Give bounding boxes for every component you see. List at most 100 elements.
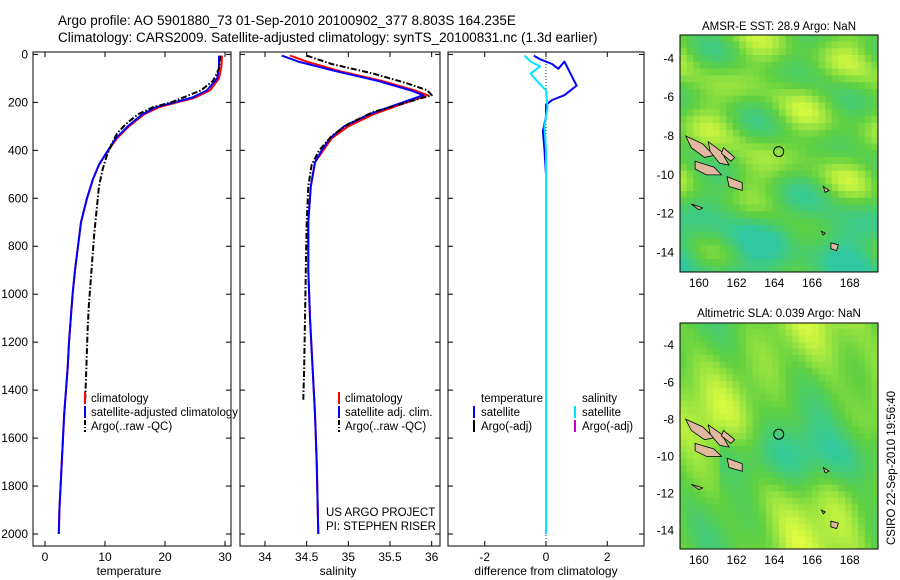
map-cell: [825, 464, 833, 472]
map-cell: [812, 393, 820, 401]
map-cell: [680, 136, 688, 144]
map-cell: [746, 129, 754, 137]
map-cell: [759, 258, 767, 266]
map-cell: [858, 458, 866, 466]
map-cell: [686, 176, 694, 185]
map-cell: [732, 451, 740, 459]
map-cell: [693, 354, 701, 362]
map-cell: [693, 438, 701, 446]
map-cell: [693, 217, 701, 225]
map-cell: [680, 170, 688, 178]
map-cell: [838, 183, 846, 191]
map-cell: [878, 122, 885, 129]
map-cell: [739, 373, 747, 381]
map-cell: [713, 244, 721, 253]
map-cell: [858, 258, 866, 266]
map-cell: [680, 386, 688, 394]
map-cell: [812, 328, 820, 336]
map-cell: [765, 529, 773, 537]
map-cell: [719, 108, 727, 117]
map-cell: [871, 136, 878, 144]
map-cell: [706, 341, 714, 349]
map-cell: [752, 68, 760, 76]
map-cell: [772, 183, 780, 191]
map-cell: [798, 74, 806, 83]
map-cell: [680, 35, 688, 42]
map-cell: [752, 451, 760, 459]
map-cell: [785, 497, 793, 505]
map-cell: [779, 335, 787, 343]
map-cell: [719, 204, 727, 212]
map-cell: [871, 490, 878, 498]
map-cell: [825, 354, 833, 362]
map-cell: [752, 464, 760, 472]
map-cell: [878, 211, 885, 218]
map-cell: [851, 190, 859, 198]
map-cell: [798, 142, 806, 151]
map-cell: [858, 47, 866, 55]
map-cell: [752, 61, 760, 69]
map-cell: [739, 95, 747, 103]
map-cell: [792, 265, 800, 272]
map-cell: [746, 425, 754, 433]
map-cell: [831, 95, 839, 103]
map-cell: [878, 163, 885, 170]
map-cell: [785, 251, 793, 259]
map-cell: [772, 490, 780, 498]
map-cell: [798, 231, 806, 239]
map-cell: [759, 542, 767, 549]
map-cell: [686, 451, 694, 459]
map-cell: [838, 197, 846, 205]
map-cell: [818, 156, 826, 164]
map-cell: [838, 516, 846, 524]
map-cell: [693, 258, 701, 266]
map-cell: [732, 497, 740, 505]
map-cell: [726, 490, 734, 498]
map-cell: [713, 95, 721, 103]
map-cell: [726, 451, 734, 459]
map-cell: [845, 122, 853, 130]
map-cell: [719, 490, 727, 498]
map-cell: [739, 490, 747, 498]
map-cell: [680, 425, 688, 433]
map-cell: [719, 523, 727, 531]
map-cell: [693, 412, 701, 420]
map-cell: [831, 170, 839, 178]
map-cell: [759, 425, 767, 433]
map-cell: [765, 40, 773, 49]
map-cell: [779, 74, 787, 83]
map-cell: [818, 484, 826, 492]
map-cell: [831, 35, 839, 42]
map-cell: [739, 258, 747, 266]
map-cell: [858, 419, 866, 427]
map-cell: [858, 432, 866, 440]
sla-map-frame: [679, 322, 879, 550]
map-cell: [805, 503, 813, 511]
map-cell: [765, 419, 773, 427]
map-cell: [805, 149, 813, 157]
map-cell: [713, 464, 721, 472]
map-cell: [818, 122, 826, 130]
map-cell: [878, 543, 885, 550]
map-cell: [805, 136, 813, 144]
map-cell: [785, 523, 793, 531]
map-cell: [752, 136, 760, 144]
map-cell: [825, 61, 833, 69]
map-cell: [779, 419, 787, 427]
map-cell: [680, 61, 688, 69]
map-cell: [713, 183, 721, 191]
map-cell: [759, 445, 767, 453]
map-cell: [759, 399, 767, 407]
map-y-tick-label: -8: [663, 129, 674, 143]
map-cell: [680, 47, 688, 55]
map-cell: [713, 88, 721, 96]
map-cell: [878, 484, 885, 491]
map-cell: [864, 122, 872, 130]
map-cell: [713, 217, 721, 225]
map-cell: [779, 217, 787, 225]
map-cell: [831, 438, 839, 446]
map-cell: [759, 516, 767, 524]
map-cell: [845, 197, 853, 205]
map-cell: [838, 445, 846, 453]
